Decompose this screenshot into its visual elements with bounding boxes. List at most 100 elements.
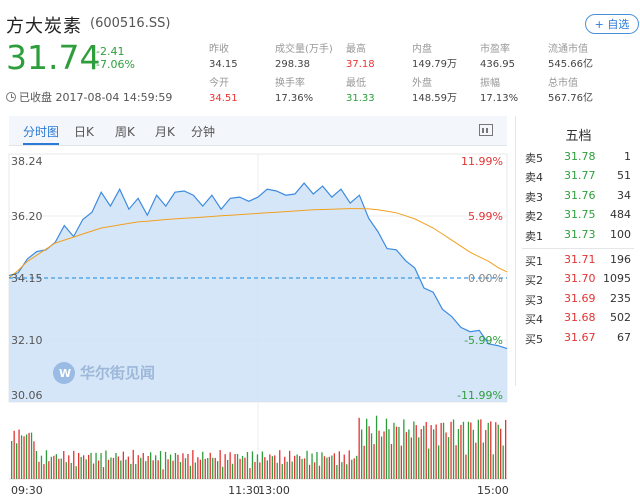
stat-label: 换手率: [275, 78, 305, 89]
volume-bar: [368, 426, 370, 479]
level-name: 卖4: [525, 171, 543, 185]
volume-bar: [179, 462, 182, 479]
volume-bar: [388, 429, 390, 479]
volume-bar: [487, 422, 489, 479]
volume-bar: [328, 456, 330, 479]
tab-daily-k[interactable]: 日K: [74, 125, 94, 139]
level-volume: 1: [624, 150, 631, 163]
volume-bar: [311, 453, 313, 479]
volume-bar: [122, 451, 124, 479]
level-volume: 502: [610, 311, 631, 325]
stat-item: 最低 31.33: [346, 78, 375, 105]
level-name: 卖5: [525, 152, 543, 165]
volume-bar: [470, 422, 472, 479]
change-percent: -7.06%: [96, 58, 135, 71]
volume-bar: [70, 463, 72, 479]
volume-bar: [276, 462, 278, 479]
tab-minute[interactable]: 分钟: [191, 125, 216, 139]
volume-bar: [385, 418, 388, 479]
volume-bar: [502, 445, 504, 479]
volume-bar: [301, 458, 303, 479]
volume-bar: [132, 449, 134, 479]
volume-bar: [393, 422, 395, 479]
level-name: 卖1: [525, 229, 543, 243]
volume-bar: [430, 425, 432, 479]
stat-item: 外盘 148.59万: [412, 78, 457, 105]
volume-bar: [209, 452, 211, 479]
watermark-logo-icon: [53, 362, 75, 384]
stat-item: 换手率 17.36%: [275, 78, 313, 105]
volume-bar: [294, 455, 296, 479]
volume-bar: [433, 429, 435, 479]
volume-bar: [110, 457, 112, 479]
stat-item: 昨收 34.15: [209, 44, 238, 71]
volume-bar: [140, 457, 142, 479]
stock-name: 方大炭素: [6, 16, 82, 37]
volume-bar: [177, 454, 179, 479]
bid-row: 买1 31.71 196: [516, 251, 640, 269]
volume-bar: [142, 453, 144, 479]
level-name: 卖3: [525, 190, 543, 204]
add-watchlist-button[interactable]: + 自选: [585, 14, 639, 34]
volume-bar: [50, 456, 52, 479]
volume-bar: [169, 454, 172, 479]
volume-bar: [100, 453, 102, 479]
stat-value: 17.13%: [480, 93, 519, 104]
pct-tick-label: -5.99%: [464, 334, 503, 347]
volume-bar: [88, 454, 90, 479]
level-name: 买5: [525, 332, 543, 346]
volume-bar: [455, 445, 457, 479]
volume-bar: [316, 452, 318, 479]
volume-bar: [261, 451, 263, 479]
volume-bar: [472, 429, 474, 479]
volume-bar: [299, 456, 301, 479]
level-volume: 100: [610, 227, 631, 241]
volume-bar: [303, 458, 306, 479]
volume-bar: [490, 421, 492, 479]
volume-bar: [306, 450, 308, 479]
stat-label: 最高: [346, 44, 366, 55]
pct-tick-label: -11.99%: [457, 389, 503, 402]
volume-bar: [80, 456, 82, 479]
stat-label: 外盘: [412, 78, 432, 89]
x-tick-label: 11:30: [228, 484, 260, 497]
ask-row: 卖4 31.77 51: [516, 167, 640, 185]
volume-bar: [83, 455, 85, 479]
volume-bar: [450, 421, 452, 479]
volume-bar: [214, 457, 216, 479]
pct-tick-label: 11.99%: [461, 155, 503, 168]
volume-bar: [13, 430, 15, 479]
volume-bar: [353, 458, 355, 479]
volume-bar: [189, 465, 191, 479]
stat-label: 市盈率: [480, 44, 510, 55]
volume-bar: [296, 454, 298, 479]
volume-bar: [92, 463, 95, 479]
volume-bar: [380, 436, 383, 479]
pct-tick-label: 0.00%: [468, 272, 503, 285]
volume-bar: [403, 419, 405, 479]
order-book-title: 五档: [565, 129, 592, 144]
stat-value: 34.51: [209, 93, 238, 104]
tab-intraday[interactable]: 分时图: [23, 125, 60, 145]
volume-bar: [492, 454, 494, 479]
volume-bar: [346, 464, 348, 479]
chart-tabs: 分时图 日K 周K 月K 分钟: [9, 116, 507, 146]
volume-bar: [435, 424, 437, 479]
order-book: 五档 卖5 31.78 1 卖4 31.77 51 卖3 31.76 34 卖2 31.75 484 卖…: [515, 116, 640, 386]
tab-monthly-k[interactable]: 月K: [155, 125, 175, 139]
stat-label: 成交量(万手): [275, 44, 333, 55]
chart-icon[interactable]: [479, 124, 493, 136]
volume-bar: [351, 459, 353, 479]
stat-label: 今开: [209, 78, 229, 89]
level-price: 31.78: [564, 150, 596, 163]
tab-weekly-k[interactable]: 周K: [115, 125, 135, 139]
volume-bar: [18, 429, 20, 479]
x-tick-label: 15:00: [477, 484, 509, 497]
y-tick-label: 34.15: [11, 272, 43, 285]
volume-bar: [159, 451, 162, 479]
stat-value: 545.66亿: [548, 59, 593, 70]
stat-value: 298.38: [275, 59, 310, 70]
volume-bar: [475, 442, 477, 479]
volume-bar: [182, 453, 184, 479]
ask-row: 卖2 31.75 484: [516, 206, 640, 224]
